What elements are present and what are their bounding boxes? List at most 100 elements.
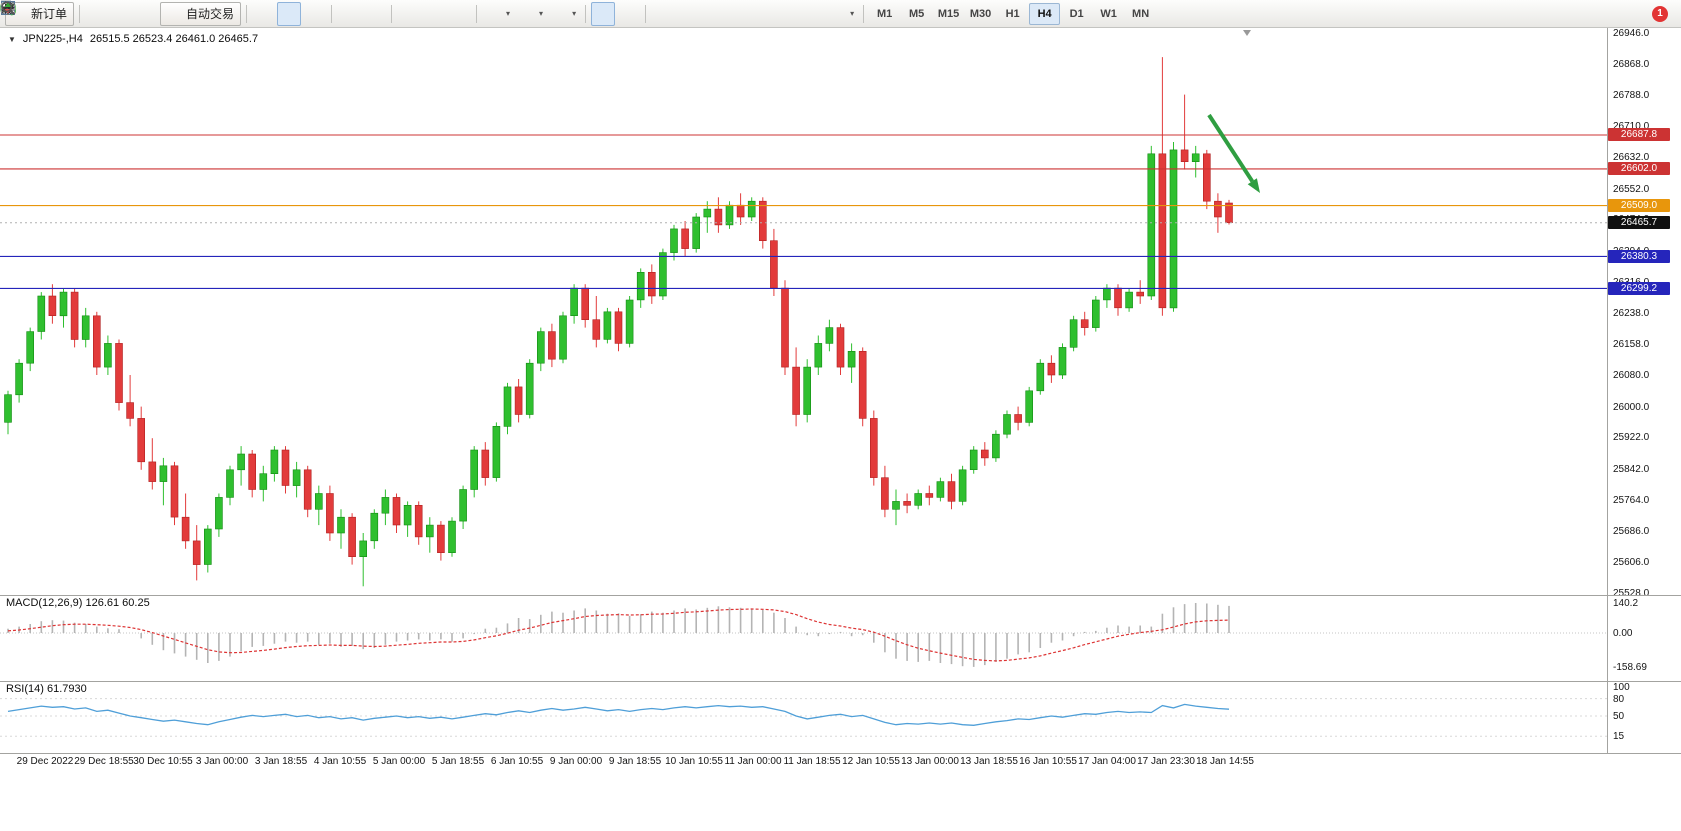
timeframe-m5-button[interactable]: M5 [908, 7, 925, 20]
text-button[interactable]: A [3, 1, 800, 26]
crosshair-icon [1, 1, 636, 22]
timeframe-m1-button[interactable]: M1 [876, 7, 893, 20]
time-axis-label: 29 Dec 2022 [16, 756, 74, 767]
notification-badge[interactable]: 1 [1652, 5, 1668, 22]
panel-separator[interactable] [0, 681, 1681, 682]
candle-down [48, 284, 57, 324]
candle-up [381, 489, 390, 526]
zoom-in-button[interactable] [1, 1, 361, 26]
timeframe-m15-button[interactable]: M15 [937, 7, 960, 20]
candle-up [825, 319, 834, 352]
horizontal-line-button[interactable] [2, 2, 700, 26]
price-chart-panel[interactable]: ▼ JPN225-,H4 26515.5 26523.4 26461.0 264… [0, 28, 1607, 595]
candle-up [104, 335, 112, 375]
rsi-panel[interactable]: RSI(14) 61.7930 [0, 681, 1607, 753]
candle-down [348, 513, 356, 565]
chart-bars-icon [2, 2, 272, 22]
rsi-axis-label: 100 [1613, 682, 1630, 693]
price-axis[interactable]: 26946.0 26868.0 26788.0 26710.0 26632.0 26552… [1607, 28, 1680, 771]
arrows-button[interactable]: ▾ [4, 2, 858, 26]
autotrade-icon [3, 2, 183, 22]
macd-axis-label: -158.69 [1613, 662, 1647, 673]
price-axis-label: 26868.0 [1613, 59, 1650, 70]
fibonacci-button[interactable] [2, 2, 775, 26]
candle-up [1069, 315, 1078, 352]
search-button[interactable] [1, 1, 1647, 26]
candle-up [4, 390, 12, 435]
profiles-button[interactable]: ▾ [1, 1, 547, 26]
timeframe-d1-button[interactable]: D1 [1069, 7, 1084, 20]
time-axis-label: 17 Jan 04:00 [1078, 756, 1136, 767]
panel-separator[interactable] [0, 595, 1681, 596]
time-axis-label: 9 Jan 18:55 [608, 756, 662, 767]
arrange-windows-button[interactable] [1, 2, 446, 26]
trendline-button[interactable] [2, 2, 725, 26]
candle-up [270, 446, 279, 482]
price-axis-label: 25606.0 [1613, 557, 1650, 568]
chart-bars-button[interactable] [2, 2, 276, 26]
timeframe-h1-button[interactable]: H1 [1005, 7, 1020, 20]
candle-up [448, 517, 456, 557]
price-axis-label: 26080.0 [1613, 370, 1650, 381]
timeframe-w1-button[interactable]: W1 [1100, 7, 1117, 20]
candle-down [70, 288, 79, 348]
tile-windows-icon [1, 1, 417, 22]
candle-down [437, 521, 445, 561]
navigator-button[interactable] [2, 2, 134, 26]
toolbar-separator [246, 4, 248, 23]
arrange-windows-icon [1, 2, 442, 22]
vertical-line-button[interactable] [7, 2, 675, 26]
autotrading-button[interactable]: 自动交易 [3, 1, 242, 26]
candle-up [1036, 359, 1045, 395]
rsi-line [7, 703, 1230, 726]
chart-shift-marker [1243, 30, 1251, 36]
rsi-canvas[interactable] [0, 681, 1607, 753]
timeframe-m30-button[interactable]: M30 [969, 7, 992, 20]
candle-down [248, 450, 256, 498]
toolbar-separator [476, 4, 478, 23]
cursor-button[interactable] [5, 1, 616, 26]
market-watch-button[interactable] [0, 0, 109, 26]
channel-button[interactable] [1, 2, 750, 26]
time-axis-label: 16 Jan 10:55 [1019, 756, 1077, 767]
candle-up [814, 335, 823, 375]
terminal-button[interactable] [0, 2, 159, 26]
price-chart-canvas[interactable] [0, 28, 1607, 595]
time-axis-label: 5 Jan 00:00 [372, 756, 426, 767]
candle-up [459, 485, 467, 529]
candle-up [159, 457, 168, 506]
time-axis[interactable]: 29 Dec 2022 29 Dec 18:55 30 Dec 10:55 3 Jan… [0, 753, 1607, 771]
candle-down [1136, 280, 1144, 304]
candle-up [470, 446, 479, 498]
crosshair-button[interactable] [1, 1, 640, 26]
current-price-badge: 26465.7 [1608, 216, 1670, 229]
vline-icon [7, 2, 671, 22]
toolbar-separator [585, 4, 587, 23]
timeframe-h4-button[interactable]: H4 [1029, 2, 1061, 25]
chart-candles-button[interactable] [2, 1, 302, 26]
text-label-button[interactable]: T [1, 2, 825, 26]
time-axis-label: 11 Jan 00:00 [724, 756, 782, 767]
macd-canvas[interactable] [0, 595, 1607, 681]
new-chart-button[interactable]: ▾ [1, 1, 514, 26]
indicators-button[interactable]: ▾ [1, 1, 580, 26]
support-line-1-badge: 26380.3 [1608, 250, 1670, 263]
chart-line-button[interactable] [0, 2, 326, 26]
macd-panel[interactable]: MACD(12,26,9) 126.61 60.25 [0, 595, 1607, 681]
candle-down [947, 473, 956, 510]
candle-up [525, 359, 534, 419]
timeframe-mn-button[interactable]: MN [1132, 7, 1150, 20]
candle-down [1214, 193, 1222, 233]
candle-up [625, 296, 634, 348]
candle-down [614, 307, 623, 352]
cascade-windows-button[interactable] [1, 1, 471, 26]
time-axis-label: 6 Jan 10:55 [490, 756, 544, 767]
tile-windows-button[interactable] [1, 1, 421, 26]
candle-down [836, 323, 845, 375]
candle-up [914, 489, 923, 510]
trend-arrow[interactable] [1207, 113, 1254, 183]
time-axis-label: 3 Jan 18:55 [254, 756, 308, 767]
toolbar-separator [863, 4, 865, 23]
zoom-out-button[interactable] [1, 1, 386, 26]
chart-menu-caret-icon[interactable]: ▼ [8, 34, 16, 44]
